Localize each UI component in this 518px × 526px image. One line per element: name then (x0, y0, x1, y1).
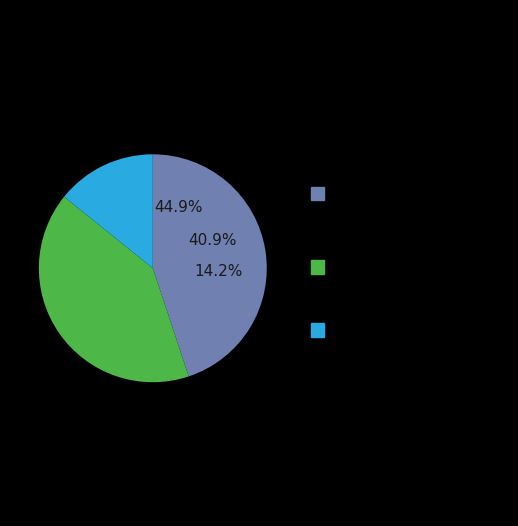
Wedge shape (64, 154, 153, 268)
Text: 14.2%: 14.2% (195, 264, 243, 279)
Text: 40.9%: 40.9% (189, 233, 237, 248)
Wedge shape (153, 154, 267, 377)
Wedge shape (39, 197, 189, 382)
Text: 44.9%: 44.9% (154, 200, 203, 215)
